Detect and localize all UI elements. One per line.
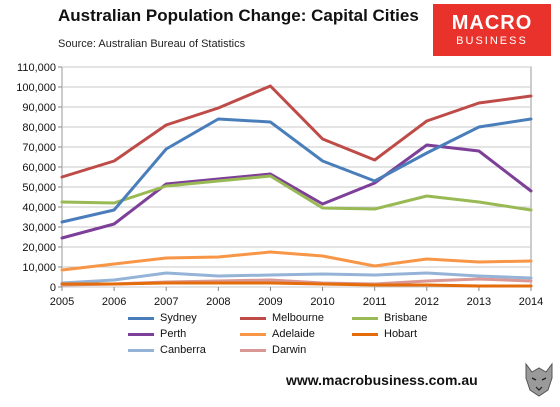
series-line-brisbane	[60, 174, 533, 212]
y-tick-label: 90,000	[22, 102, 56, 114]
chart-subtitle: Source: Australian Bureau of Statistics	[58, 38, 246, 50]
legend-item-canberra: Canberra	[128, 344, 206, 356]
series-line-perth	[60, 143, 533, 240]
legend-swatch	[128, 316, 154, 320]
x-tick-label: 2009	[258, 296, 282, 308]
x-tick-label: 2008	[206, 296, 230, 308]
series-line-sydney	[60, 117, 533, 224]
x-tick-label: 2007	[154, 296, 178, 308]
series-line-hobart	[60, 281, 533, 288]
legend-swatch	[128, 332, 154, 336]
x-tick-label: 2005	[50, 296, 74, 308]
website-url: www.macrobusiness.com.au	[286, 372, 478, 388]
legend-swatch	[352, 316, 378, 320]
legend-swatch	[240, 316, 266, 320]
wolf-logo-icon	[525, 362, 553, 397]
x-tick-label: 2014	[519, 296, 543, 308]
legend-item-sydney: Sydney	[128, 312, 197, 324]
legend-label: Canberra	[160, 344, 206, 356]
legend-label: Sydney	[160, 312, 197, 324]
y-tick-label: 50,000	[22, 182, 56, 194]
legend-swatch	[240, 348, 266, 352]
y-tick-label: 40,000	[22, 202, 56, 214]
y-tick-label: 80,000	[22, 122, 56, 134]
legend-item-melbourne: Melbourne	[240, 312, 324, 324]
series-line-melbourne	[60, 84, 533, 179]
legend-item-hobart: Hobart	[352, 328, 417, 340]
series-line-canberra	[60, 271, 533, 285]
legend-item-adelaide: Adelaide	[240, 328, 315, 340]
x-tick-label: 2013	[467, 296, 491, 308]
y-tick-label: 30,000	[22, 222, 56, 234]
y-tick-label: 20,000	[22, 242, 56, 254]
series-line-adelaide	[60, 250, 533, 272]
y-tick-label: 10,000	[22, 262, 56, 274]
legend-swatch	[240, 332, 266, 336]
legend-label: Darwin	[272, 344, 307, 356]
logo-text-macro: MACRO	[451, 12, 533, 34]
x-tick-label: 2006	[102, 296, 126, 308]
legend-label: Perth	[160, 328, 187, 340]
y-tick-label: 60,000	[22, 162, 56, 174]
legend-swatch	[128, 348, 154, 352]
legend-label: Brisbane	[384, 312, 428, 324]
legend-item-perth: Perth	[128, 328, 186, 340]
y-tick-label: 110,000	[17, 62, 56, 74]
legend-label: Melbourne	[272, 312, 324, 324]
x-tick-label: 2011	[363, 296, 387, 308]
x-tick-label: 2010	[310, 296, 334, 308]
logo-text-business: BUSINESS	[456, 35, 528, 47]
legend-label: Hobart	[384, 328, 418, 340]
legend-label: Adelaide	[272, 328, 315, 340]
x-tick-label: 2012	[415, 296, 439, 308]
chart-title: Australian Population Change: Capital Ci…	[58, 6, 419, 25]
y-tick-label: 100,000	[16, 82, 56, 94]
legend-swatch	[352, 332, 378, 336]
macrobusiness-logo: MACRO BUSINESS	[433, 4, 551, 56]
y-tick-label: 0	[50, 282, 56, 294]
legend-item-brisbane: Brisbane	[352, 312, 427, 324]
legend-item-darwin: Darwin	[240, 344, 306, 356]
y-tick-label: 70,000	[22, 142, 56, 154]
